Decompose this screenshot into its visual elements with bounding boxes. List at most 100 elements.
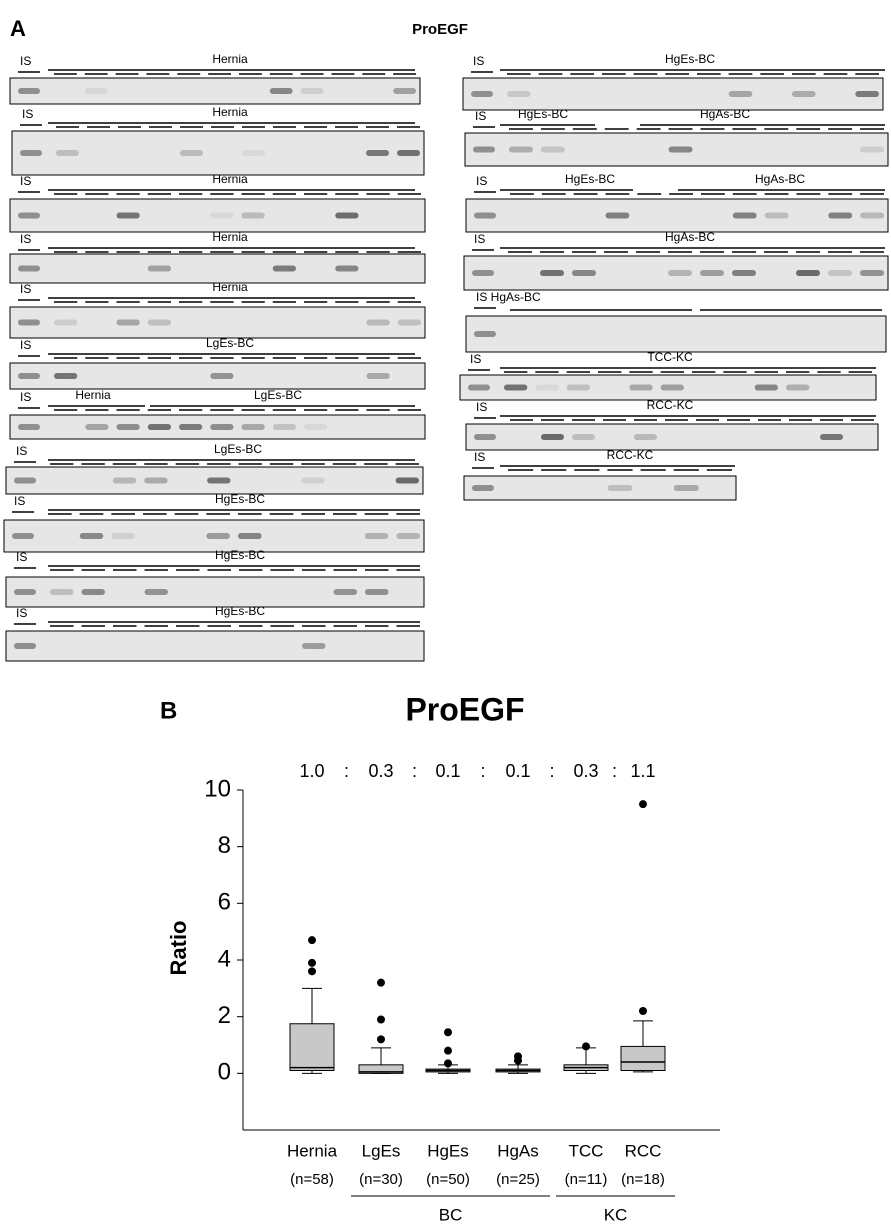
gel-band: [393, 88, 416, 94]
blot-label: IS: [20, 282, 31, 296]
gel-band: [397, 150, 420, 156]
gel-band: [828, 270, 852, 276]
gel-band: [241, 212, 265, 219]
gel-band: [700, 270, 724, 276]
x-tick-label: HgEs: [427, 1141, 469, 1160]
gel-band: [855, 91, 879, 97]
blot: [9, 77, 421, 105]
gel-band: [472, 485, 494, 491]
gel-band: [540, 270, 564, 276]
y-tick-label: 0: [218, 1059, 231, 1086]
gel-band: [18, 88, 40, 94]
gel-band: [364, 533, 389, 539]
n-label: (n=11): [565, 1171, 608, 1188]
gel-band: [566, 384, 590, 391]
gel-band: [269, 88, 293, 94]
gel-band: [179, 424, 203, 430]
gel-band: [365, 589, 389, 595]
gel-band: [111, 533, 135, 539]
gel-band: [241, 424, 265, 430]
gel-band: [820, 434, 843, 440]
outlier: [444, 1059, 452, 1068]
blot-group-label: HgAs-BC: [755, 172, 805, 186]
blot: [9, 253, 426, 284]
gel-band: [474, 434, 496, 440]
y-tick-label: 2: [218, 1002, 231, 1029]
x-tick-label: LgEs: [362, 1141, 401, 1160]
blot-group-label: HgEs-BC: [215, 604, 265, 618]
blot-label: IS: [14, 494, 25, 508]
gel-band: [796, 270, 820, 276]
panel-title: ProEGF: [412, 21, 468, 38]
blot-label: IS: [476, 174, 487, 188]
gel-band: [366, 150, 389, 156]
ratio-separator: :: [549, 761, 554, 781]
gel-band: [860, 212, 884, 219]
outlier: [582, 1042, 590, 1051]
x-tick-label: TCC: [569, 1141, 604, 1160]
gel-band: [535, 384, 559, 391]
gel-band: [301, 477, 325, 484]
blot: [5, 576, 425, 608]
gel-band: [607, 485, 633, 491]
gel-band: [210, 424, 234, 430]
x-tick-label: Hernia: [287, 1141, 338, 1160]
ratio-label: 1.1: [630, 761, 655, 781]
outlier: [308, 967, 316, 976]
blot-group-label: LgEs-BC: [214, 442, 262, 456]
gel-band: [242, 150, 265, 156]
gel-band: [572, 434, 595, 440]
box: [620, 1045, 666, 1071]
blot-group-label: LgEs-BC: [254, 388, 302, 402]
chart-title: ProEGF: [405, 691, 524, 727]
gel-band: [395, 477, 419, 484]
gel-band: [541, 434, 564, 440]
gel-band: [473, 146, 495, 153]
blot-group-label: HgAs-BC: [665, 230, 715, 244]
gel-band: [335, 265, 359, 272]
y-axis-label: Ratio: [166, 921, 191, 976]
blot-group-label: Hernia: [212, 280, 248, 294]
gel-band: [50, 589, 74, 595]
gel-band: [18, 373, 40, 379]
blot-group-label: Hernia: [212, 105, 248, 119]
gel-band: [272, 265, 296, 272]
gel-band: [147, 424, 171, 430]
blot-group-label: Hernia: [212, 172, 248, 186]
outlier: [514, 1052, 522, 1061]
gel-band: [85, 424, 109, 430]
blot-group-label: LgEs-BC: [206, 336, 254, 350]
blot-label: IS: [474, 450, 485, 464]
blot-label: IS: [16, 444, 27, 458]
outlier: [444, 1046, 452, 1055]
outlier: [308, 936, 316, 945]
gel-band: [540, 146, 565, 153]
gel-band: [660, 384, 684, 391]
blot-group-label: HgAs-BC: [700, 107, 750, 121]
blot: [465, 198, 889, 233]
gel-band: [304, 424, 328, 430]
gel-band: [144, 477, 168, 484]
gel-band: [206, 533, 230, 539]
blot-label: IS: [470, 352, 481, 366]
gel-band: [81, 589, 105, 595]
gel-band: [474, 331, 496, 337]
blot: [3, 519, 425, 553]
gel-band: [18, 212, 40, 219]
y-tick-label: 4: [218, 945, 231, 972]
gel-band: [84, 88, 108, 94]
y-tick-label: 6: [218, 889, 231, 916]
blot-label: IS: [20, 232, 31, 246]
gel-band: [116, 319, 140, 326]
gel-band: [300, 88, 324, 94]
blot: [9, 362, 426, 390]
gel-band: [668, 146, 693, 153]
outlier: [639, 1007, 647, 1015]
blot: [462, 77, 884, 111]
n-label: (n=25): [496, 1171, 540, 1188]
gel-band: [764, 212, 789, 219]
blot-label: IS: [22, 107, 33, 121]
blot-group-label: HgEs-BC: [665, 52, 715, 66]
blot-label: IS: [20, 390, 31, 404]
panel-label: B: [160, 697, 177, 724]
